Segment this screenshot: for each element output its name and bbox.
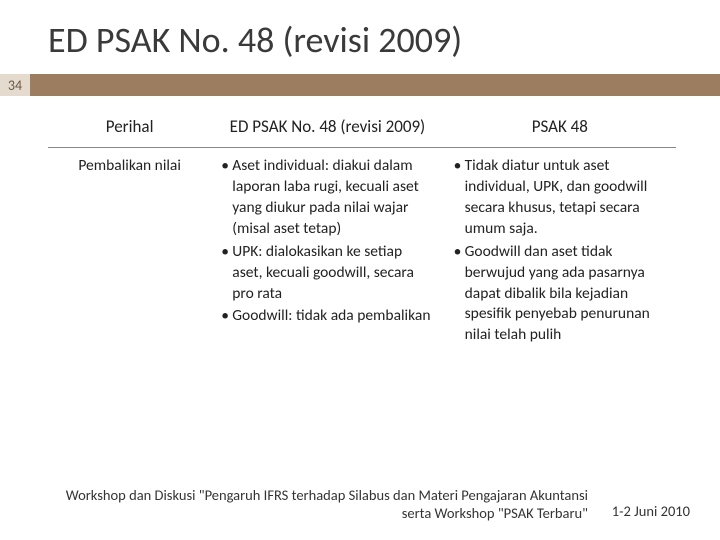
list-item: Aset individual: diakui dalam laporan la… [221, 156, 433, 240]
table-row: Pembalikan nilai Aset individual: diakui… [48, 148, 676, 357]
cell-psak48: Tidak diatur untuk aset individual, UPK,… [444, 148, 676, 357]
slide-title: ED PSAK No. 48 (revisi 2009) [0, 0, 720, 74]
list-item: Goodwill dan aset tidak berwujud yang ad… [454, 242, 666, 347]
list-item: Tidak diatur untuk aset individual, UPK,… [454, 156, 666, 240]
col-header-perihal: Perihal [48, 110, 211, 148]
accent-band: 34 [0, 74, 720, 96]
col-header-psak48: PSAK 48 [444, 110, 676, 148]
list-item: UPK: dialokasikan ke setiap aset, kecual… [221, 242, 433, 305]
content-area: Perihal ED PSAK No. 48 (revisi 2009) PSA… [0, 96, 720, 356]
list-item: Goodwill: tidak ada pembalikan [221, 306, 433, 327]
row-label: Pembalikan nilai [48, 148, 211, 357]
col-header-edpsak: ED PSAK No. 48 (revisi 2009) [211, 110, 443, 148]
bullets-psak48: Tidak diatur untuk aset individual, UPK,… [454, 156, 666, 346]
footer-date: 1-2 Juni 2010 [594, 502, 690, 522]
page-number-badge: 34 [0, 74, 30, 96]
comparison-table: Perihal ED PSAK No. 48 (revisi 2009) PSA… [48, 110, 676, 356]
footer-text: Workshop dan Diskusi "Pengaruh IFRS terh… [48, 486, 588, 522]
slide-footer: Workshop dan Diskusi "Pengaruh IFRS terh… [48, 486, 690, 522]
cell-edpsak: Aset individual: diakui dalam laporan la… [211, 148, 443, 357]
bullets-edpsak: Aset individual: diakui dalam laporan la… [221, 156, 433, 327]
table-header-row: Perihal ED PSAK No. 48 (revisi 2009) PSA… [48, 110, 676, 148]
